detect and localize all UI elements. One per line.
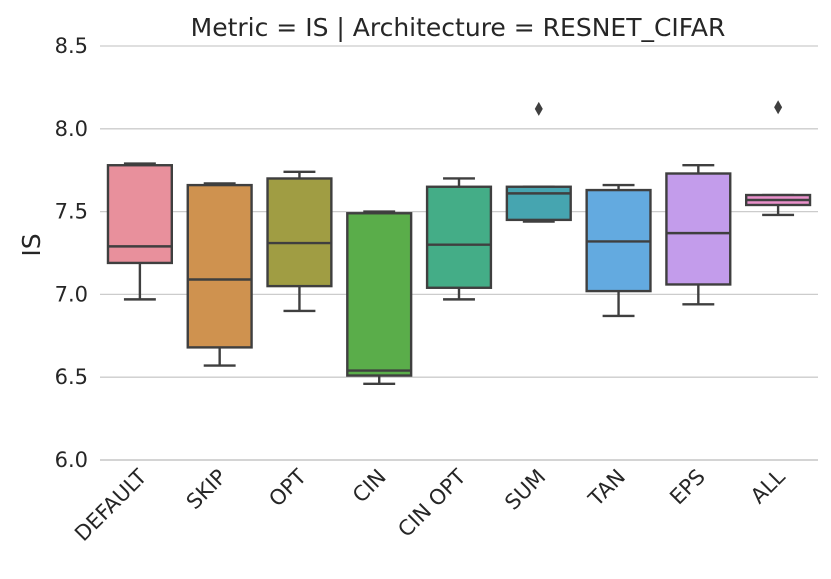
y-tick-label-3: 7.5 bbox=[55, 200, 88, 224]
box-group-sum bbox=[505, 101, 572, 223]
box-group-cin bbox=[346, 210, 413, 386]
y-tick-label-2: 7.0 bbox=[55, 282, 88, 306]
y-axis-label: IS bbox=[17, 233, 46, 256]
box-group-cin-opt bbox=[425, 177, 493, 301]
box-opt bbox=[266, 177, 333, 288]
box-default bbox=[106, 164, 173, 265]
box-group-eps bbox=[665, 164, 732, 306]
box-group-skip bbox=[186, 182, 253, 367]
box-sum bbox=[505, 185, 572, 222]
x-tick-label-all: ALL bbox=[746, 464, 790, 508]
x-tick-label-default: DEFAULT bbox=[70, 464, 151, 545]
box-group-opt bbox=[266, 170, 333, 313]
chart-title: Metric = IS | Architecture = RESNET_CIFA… bbox=[191, 13, 726, 42]
x-tick-label-cin-opt: CIN OPT bbox=[393, 464, 470, 541]
box-cin bbox=[346, 212, 413, 377]
y-tick-labels: 6.0 6.5 7.0 7.5 8.0 8.5 bbox=[55, 34, 88, 472]
box-cin-opt bbox=[425, 185, 493, 289]
box-group-all bbox=[745, 100, 812, 217]
box-eps bbox=[665, 172, 732, 286]
y-tick-label-1: 6.5 bbox=[55, 365, 88, 389]
box-skip bbox=[186, 183, 253, 349]
x-tick-label-eps: EPS bbox=[665, 465, 710, 510]
outlier-all-0 bbox=[774, 100, 783, 115]
boxes bbox=[106, 100, 812, 386]
x-tick-labels: DEFAULT SKIP OPT CIN CIN OPT SUM TAN EPS ALL bbox=[70, 464, 790, 546]
y-tick-label-0: 6.0 bbox=[55, 448, 88, 472]
x-tick-label-cin: CIN bbox=[348, 465, 391, 508]
x-tick-label-opt: OPT bbox=[264, 464, 311, 511]
outlier-sum-0 bbox=[534, 101, 543, 116]
box-group-tan bbox=[585, 183, 652, 318]
y-tick-label-4: 8.0 bbox=[55, 117, 88, 141]
y-tick-label-5: 8.5 bbox=[55, 34, 88, 58]
x-tick-label-skip: SKIP bbox=[182, 465, 231, 514]
box-group-default bbox=[106, 162, 173, 301]
x-tick-label-sum: SUM bbox=[500, 465, 550, 515]
x-tick-label-tan: TAN bbox=[583, 465, 630, 512]
